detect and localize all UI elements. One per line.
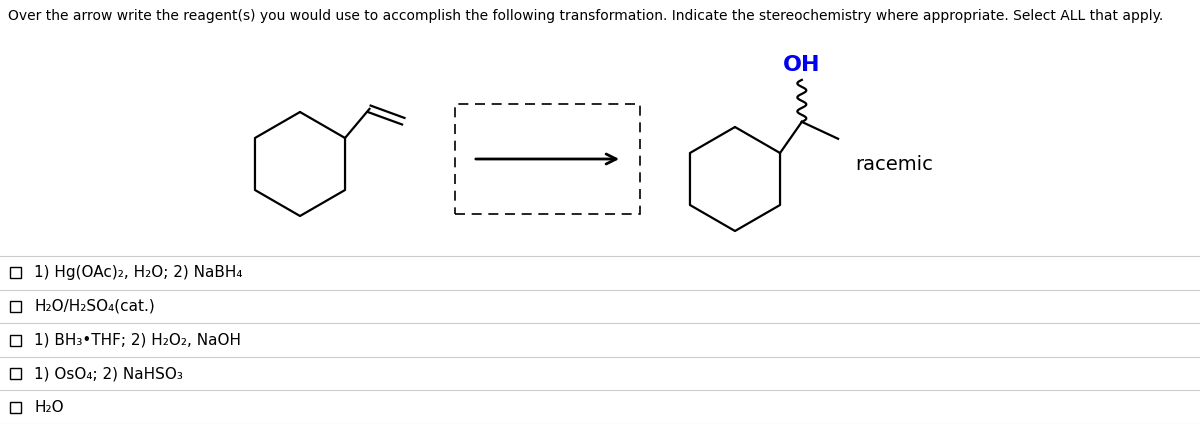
Text: 1) BH₃•THF; 2) H₂O₂, NaOH: 1) BH₃•THF; 2) H₂O₂, NaOH — [34, 332, 241, 348]
Bar — [455, 104, 640, 214]
Bar — [10, 335, 22, 346]
Bar — [10, 402, 22, 413]
Bar — [10, 267, 22, 278]
Text: Over the arrow write the reagent(s) you would use to accomplish the following tr: Over the arrow write the reagent(s) you … — [8, 9, 1163, 23]
Text: 1) Hg(OAc)₂, H₂O; 2) NaBH₄: 1) Hg(OAc)₂, H₂O; 2) NaBH₄ — [34, 265, 242, 280]
Text: racemic: racemic — [856, 154, 932, 173]
Bar — [10, 368, 22, 379]
Text: H₂O/H₂SO₄(cat.): H₂O/H₂SO₄(cat.) — [34, 299, 155, 314]
Bar — [10, 301, 22, 312]
Text: H₂O: H₂O — [34, 400, 64, 415]
Text: 1) OsO₄; 2) NaHSO₃: 1) OsO₄; 2) NaHSO₃ — [34, 366, 182, 381]
Text: OH: OH — [784, 55, 821, 75]
